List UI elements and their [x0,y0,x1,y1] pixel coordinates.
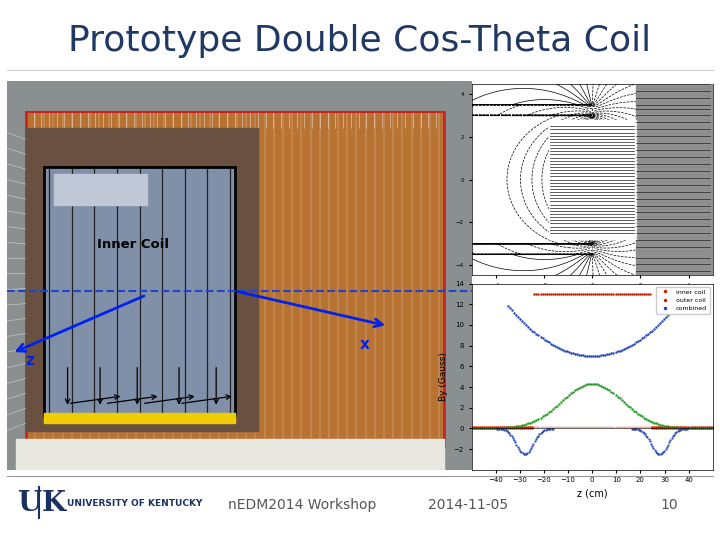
Bar [45,166,235,415]
combined [587,381,595,387]
outer coil [634,338,642,345]
inner coil [467,424,476,431]
Line: outer coil: outer coil [507,305,678,357]
Text: U: U [18,490,42,517]
Bar [17,438,444,470]
inner coil [708,424,717,431]
Text: 2014-11-05: 2014-11-05 [428,498,508,512]
Text: z: z [26,353,35,368]
Bar [26,127,258,431]
Line: inner coil: inner coil [471,293,714,429]
combined [518,422,526,428]
Y-axis label: By (Gauss): By (Gauss) [439,352,448,401]
inner coil [660,424,668,431]
Bar [54,174,147,205]
Text: Prototype Double Cos-Theta Coil: Prototype Double Cos-Theta Coil [68,24,652,58]
Text: nEDM2014 Workshop: nEDM2014 Workshop [228,498,377,512]
X-axis label: z (cm): z (cm) [577,489,608,499]
Bar [45,166,235,415]
combined [636,412,644,418]
combined [467,425,476,431]
inner coil [603,291,612,297]
inner coil [636,291,644,297]
Text: x: x [360,338,370,352]
combined [532,416,541,423]
Text: Inner Coil: Inner Coil [96,238,168,251]
Text: 10: 10 [661,498,678,512]
Text: K: K [42,490,66,517]
inner coil [703,424,711,431]
outer coil [601,352,610,358]
outer coil [532,330,541,337]
combined [703,425,711,431]
outer coil [518,318,526,325]
combined [603,386,612,392]
Line: combined: combined [471,383,714,429]
Legend: inner coil, outer coil, combined: inner coil, outer coil, combined [656,287,710,314]
outer coil [658,318,667,325]
Bar [26,112,444,447]
Text: UNIVERSITY OF KENTUCKY: UNIVERSITY OF KENTUCKY [67,499,202,508]
Bar [636,73,713,286]
inner coil [530,291,539,297]
combined [708,425,717,431]
combined [660,422,668,429]
Bar [45,414,235,423]
inner coil [518,424,526,431]
Bar [549,120,636,239]
inner coil [534,291,543,297]
